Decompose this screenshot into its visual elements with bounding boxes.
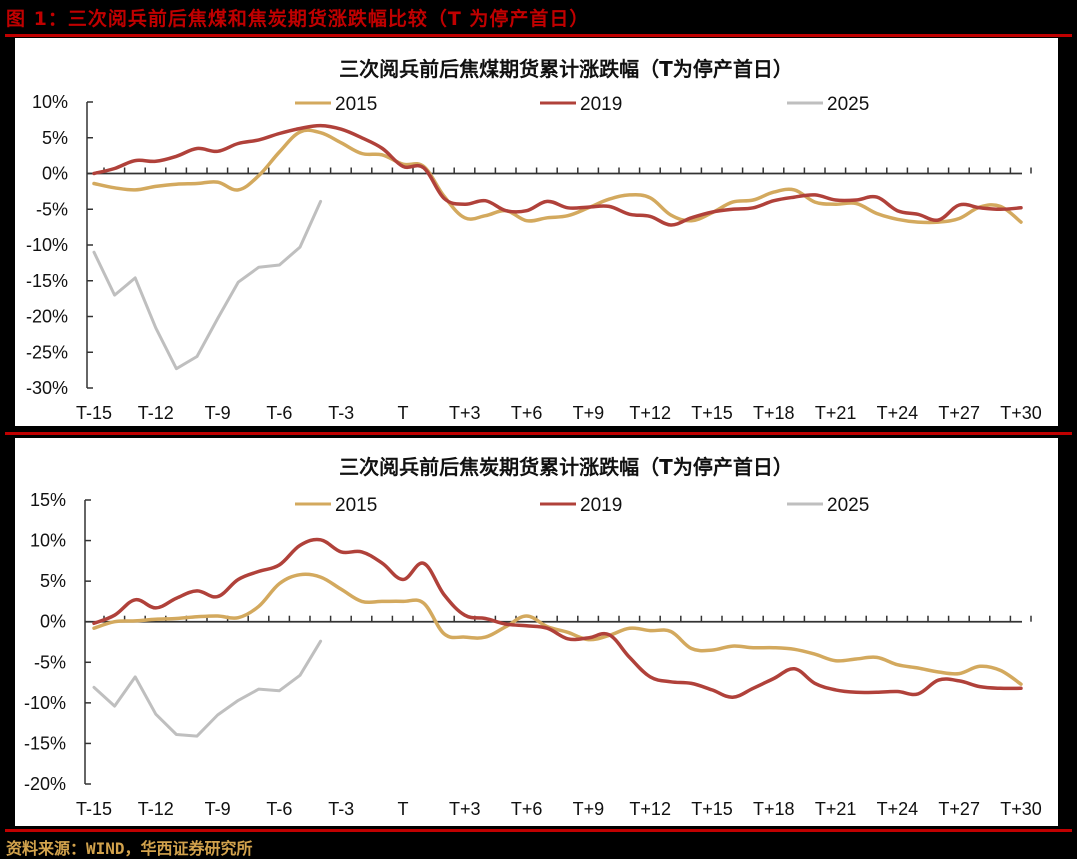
y-tick-label: 5% bbox=[40, 571, 66, 591]
x-tick-label: T+24 bbox=[877, 403, 919, 423]
y-tick-label: 15% bbox=[30, 490, 66, 510]
x-tick-label: T+9 bbox=[573, 799, 605, 819]
x-tick-label: T+21 bbox=[815, 403, 857, 423]
x-tick-label: T+9 bbox=[573, 403, 605, 423]
x-tick-label: T bbox=[398, 799, 409, 819]
coking-coal-chart: 三次阅兵前后焦煤期货累计涨跌幅（T为停产首日） 2015 2019 2025 10% 5%… bbox=[26, 57, 1042, 423]
coke-chart: 三次阅兵前后焦炭期货累计涨跌幅（T为停产首日） 2015 2019 2025 15% 10… bbox=[24, 455, 1042, 819]
y-tick-label: -5% bbox=[34, 652, 66, 672]
svg-text:2019: 2019 bbox=[580, 495, 622, 516]
svg-text:2015: 2015 bbox=[335, 495, 377, 516]
x-tick-label: T+12 bbox=[629, 799, 671, 819]
source-note: 资料来源：WIND，华西证券研究所 bbox=[6, 839, 253, 858]
chart-title: 三次阅兵前后焦煤期货累计涨跌幅（T为停产首日） bbox=[339, 57, 793, 81]
y-tick-label: 0% bbox=[42, 164, 68, 184]
footer-divider bbox=[5, 829, 1072, 832]
x-tick-label: T+18 bbox=[753, 799, 795, 819]
chart-title: 三次阅兵前后焦炭期货累计涨跌幅（T为停产首日） bbox=[339, 455, 793, 479]
x-tick-label: T-12 bbox=[138, 799, 174, 819]
legend-item-2025: 2025 bbox=[787, 94, 869, 115]
y-tick-label: 10% bbox=[32, 92, 68, 112]
x-tick-label: T-12 bbox=[138, 403, 174, 423]
x-tick-label: T-6 bbox=[266, 403, 292, 423]
series-line-2015 bbox=[92, 128, 1023, 225]
figure-title: 图 1：三次阅兵前后焦煤和焦炭期货涨跌幅比较（T 为停产首日） bbox=[6, 8, 590, 30]
x-tick-label: T-9 bbox=[205, 403, 231, 423]
x-tick-label: T bbox=[398, 403, 409, 423]
y-tick-label: -25% bbox=[26, 342, 68, 362]
x-tick-label: T+6 bbox=[511, 403, 543, 423]
x-tick-label: T+6 bbox=[511, 799, 543, 819]
y-tick-label: -10% bbox=[24, 693, 66, 713]
legend-item-2019: 2019 bbox=[540, 94, 622, 115]
x-tick-label: T+27 bbox=[938, 799, 980, 819]
series-line-2025 bbox=[92, 199, 323, 371]
x-tick-label: T-15 bbox=[76, 799, 112, 819]
legend-item-2025: 2025 bbox=[787, 495, 869, 516]
x-tick-label: T-3 bbox=[328, 403, 354, 423]
x-tick-label: T+30 bbox=[1000, 799, 1042, 819]
y-tick-label: -30% bbox=[26, 378, 68, 398]
x-tick-label: T+21 bbox=[815, 799, 857, 819]
x-tick-label: T-3 bbox=[328, 799, 354, 819]
x-tick-label: T-15 bbox=[76, 403, 112, 423]
legend-item-2015: 2015 bbox=[295, 495, 377, 516]
y-tick-label: -5% bbox=[36, 199, 68, 219]
series-line-2025 bbox=[92, 639, 323, 738]
legend-item-2019: 2019 bbox=[540, 495, 622, 516]
y-tick-label: 5% bbox=[42, 128, 68, 148]
x-tick-label: T-6 bbox=[266, 799, 292, 819]
y-tick-label: 0% bbox=[40, 612, 66, 632]
panel-divider bbox=[5, 432, 1072, 435]
x-tick-label: T+24 bbox=[877, 799, 919, 819]
x-tick-label: T+12 bbox=[629, 403, 671, 423]
chart-panel-coking-coal: 三次阅兵前后焦煤期货累计涨跌幅（T为停产首日） 2015 2019 2025 10% 5%… bbox=[15, 38, 1058, 426]
x-tick-label: T+15 bbox=[691, 799, 733, 819]
y-tick-label: -20% bbox=[26, 307, 68, 327]
svg-text:2025: 2025 bbox=[827, 94, 869, 115]
x-tick-label: T+30 bbox=[1000, 403, 1042, 423]
svg-text:2015: 2015 bbox=[335, 94, 377, 115]
series-line-2015 bbox=[92, 572, 1023, 686]
header-divider bbox=[5, 34, 1072, 37]
series-line-2019 bbox=[92, 123, 1023, 227]
y-tick-label: -15% bbox=[26, 271, 68, 291]
y-tick-label: -10% bbox=[26, 235, 68, 255]
x-tick-label: T+3 bbox=[449, 799, 481, 819]
x-tick-label: T+18 bbox=[753, 403, 795, 423]
x-tick-label: T+27 bbox=[938, 403, 980, 423]
series-line-2019 bbox=[92, 537, 1023, 699]
chart-panel-coke: 三次阅兵前后焦炭期货累计涨跌幅（T为停产首日） 2015 2019 2025 15% 10… bbox=[15, 438, 1058, 826]
x-tick-label: T-9 bbox=[205, 799, 231, 819]
y-tick-label: -20% bbox=[24, 774, 66, 794]
x-tick-label: T+3 bbox=[449, 403, 481, 423]
legend-item-2015: 2015 bbox=[295, 94, 377, 115]
y-tick-label: -15% bbox=[24, 733, 66, 753]
svg-text:2025: 2025 bbox=[827, 495, 869, 516]
x-tick-label: T+15 bbox=[691, 403, 733, 423]
svg-text:2019: 2019 bbox=[580, 94, 622, 115]
y-tick-label: 10% bbox=[30, 531, 66, 551]
